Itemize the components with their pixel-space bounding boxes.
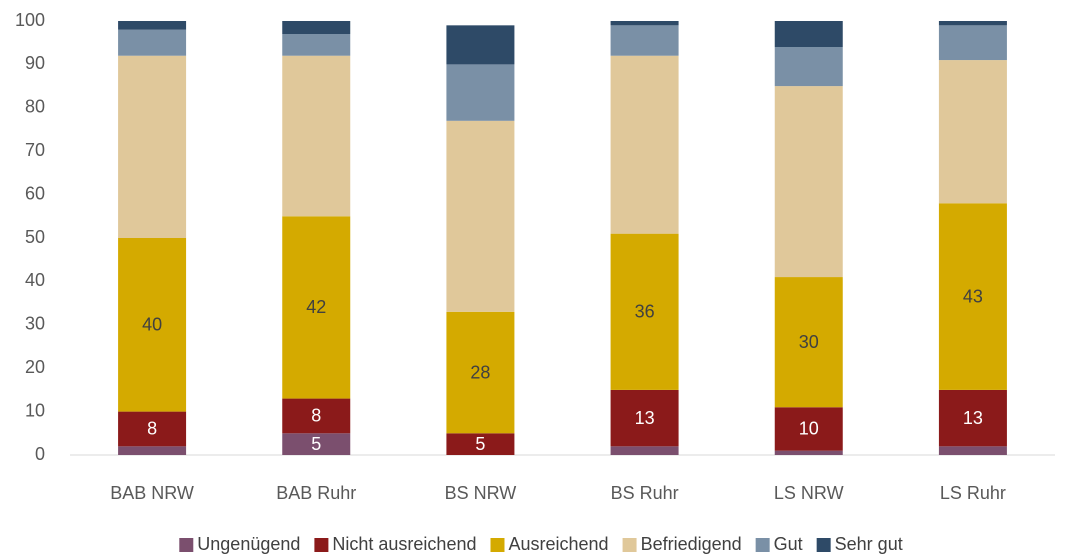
- y-tick-label: 30: [25, 314, 45, 334]
- bar-segment: [282, 21, 351, 35]
- data-label: 13: [635, 408, 655, 428]
- bar-segment: [118, 21, 187, 30]
- data-label: 13: [963, 408, 983, 428]
- data-label: 5: [311, 434, 321, 454]
- legend-label: Sehr gut: [835, 534, 903, 554]
- legend-swatch: [179, 538, 194, 552]
- bar-segment: [938, 21, 1007, 26]
- bar-segment: [118, 446, 187, 455]
- x-tick-label: BS NRW: [445, 483, 517, 503]
- y-tick-label: 90: [25, 53, 45, 73]
- bar-segment: [774, 21, 843, 48]
- legend-swatch: [622, 538, 637, 552]
- y-tick-label: 80: [25, 97, 45, 117]
- legend-swatch: [314, 538, 329, 552]
- bar-segment: [610, 55, 679, 234]
- x-tick-label: LS Ruhr: [940, 483, 1006, 503]
- bar-segment: [774, 86, 843, 278]
- bar-segment: [610, 21, 679, 26]
- legend-label: Ungenügend: [197, 534, 300, 554]
- bar-segment: [938, 446, 1007, 455]
- legend-swatch: [490, 538, 505, 552]
- legend-swatch: [816, 538, 831, 552]
- data-label: 40: [142, 315, 162, 335]
- bar-segment: [118, 411, 187, 447]
- bar-segment: [774, 407, 843, 451]
- bar-segment: [610, 233, 679, 390]
- data-label: 42: [306, 297, 326, 317]
- data-label: 28: [470, 362, 490, 382]
- bar-segment: [938, 389, 1007, 447]
- y-tick-label: 20: [25, 357, 45, 377]
- y-tick-label: 10: [25, 400, 45, 420]
- y-tick-label: 100: [15, 10, 45, 30]
- bar-segment: [282, 34, 351, 56]
- y-tick-label: 0: [35, 444, 45, 464]
- bar-segment: [938, 25, 1007, 61]
- bar-segment: [610, 25, 679, 56]
- bar-segment: [610, 446, 679, 455]
- bar-segment: [118, 29, 187, 56]
- bar-segment: [282, 55, 351, 217]
- bar-segment: [282, 433, 351, 455]
- x-tick-label: LS NRW: [774, 483, 844, 503]
- data-label: 8: [311, 406, 321, 426]
- bar-segment: [446, 311, 515, 434]
- bar-segment: [446, 120, 515, 312]
- bar-segment: [610, 389, 679, 447]
- bar-segment: [774, 277, 843, 408]
- y-tick-label: 70: [25, 140, 45, 160]
- x-tick-label: BAB Ruhr: [276, 483, 356, 503]
- legend-label: Gut: [774, 534, 803, 554]
- legend-label: Nicht ausreichend: [332, 534, 476, 554]
- data-label: 10: [799, 419, 819, 439]
- x-tick-label: BS Ruhr: [611, 483, 679, 503]
- bar-segment: [446, 25, 515, 65]
- bar-segment: [774, 47, 843, 87]
- y-tick-label: 40: [25, 270, 45, 290]
- data-label: 8: [147, 419, 157, 439]
- y-tick-label: 60: [25, 183, 45, 203]
- x-tick-label: BAB NRW: [110, 483, 194, 503]
- bar-segment: [774, 450, 843, 455]
- bar-segment: [938, 203, 1007, 390]
- bar-segment: [446, 64, 515, 121]
- data-label: 30: [799, 332, 819, 352]
- legend-label: Ausreichend: [508, 534, 608, 554]
- bar-segment: [282, 398, 351, 434]
- bar-segment: [118, 55, 187, 238]
- data-label: 5: [475, 434, 485, 454]
- bar-segment: [938, 60, 1007, 204]
- bar-segment: [282, 216, 351, 399]
- y-tick-label: 50: [25, 227, 45, 247]
- data-label: 43: [963, 286, 983, 306]
- bar-segment: [118, 238, 187, 412]
- legend-swatch: [755, 538, 770, 552]
- bar-segment: [446, 433, 515, 455]
- data-label: 36: [635, 302, 655, 322]
- legend-label: Befriedigend: [641, 534, 742, 554]
